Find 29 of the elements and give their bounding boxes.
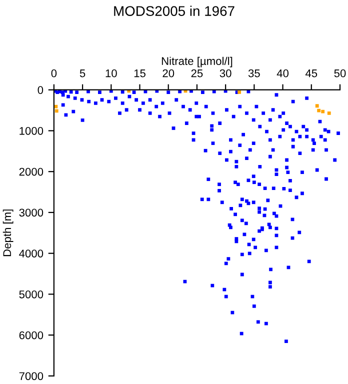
y-tick-label: 0 — [38, 86, 44, 94]
x-tick-label: 35 — [248, 69, 260, 78]
point — [321, 110, 325, 114]
y-tick-label: 6000 — [19, 331, 44, 340]
y-tick-label: 7000 — [19, 372, 44, 380]
point — [54, 109, 58, 113]
y-tick-label: 3000 — [19, 208, 44, 217]
chart-title: MODS2005 in 1967 — [114, 6, 234, 16]
y-tick-label: 4000 — [19, 250, 44, 258]
point — [317, 108, 321, 112]
x-tick-label: 10 — [106, 69, 117, 78]
point — [327, 111, 331, 115]
point — [54, 104, 58, 108]
x-tick-label: 30 — [220, 69, 232, 78]
x-tick-label: 15 — [134, 69, 146, 78]
x-tick-label: 50 — [334, 69, 346, 78]
x-axis-title: Nitrate [µmol/l] — [162, 56, 232, 68]
y-tick-label: 5000 — [19, 290, 44, 298]
x-tick-label: 45 — [305, 69, 318, 78]
y-tick-label: 2000 — [19, 168, 44, 176]
x-tick-label: 20 — [162, 69, 174, 78]
x-tick-label: 40 — [276, 69, 289, 78]
x-tick-label: 5 — [80, 69, 86, 78]
point — [238, 90, 242, 94]
y-tick-label: 1000 — [20, 126, 44, 135]
x-tick-label: 25 — [191, 69, 203, 78]
point — [315, 104, 319, 108]
x-tick-label: 0 — [51, 69, 57, 78]
y-axis-title: Depth [m] — [2, 210, 14, 256]
